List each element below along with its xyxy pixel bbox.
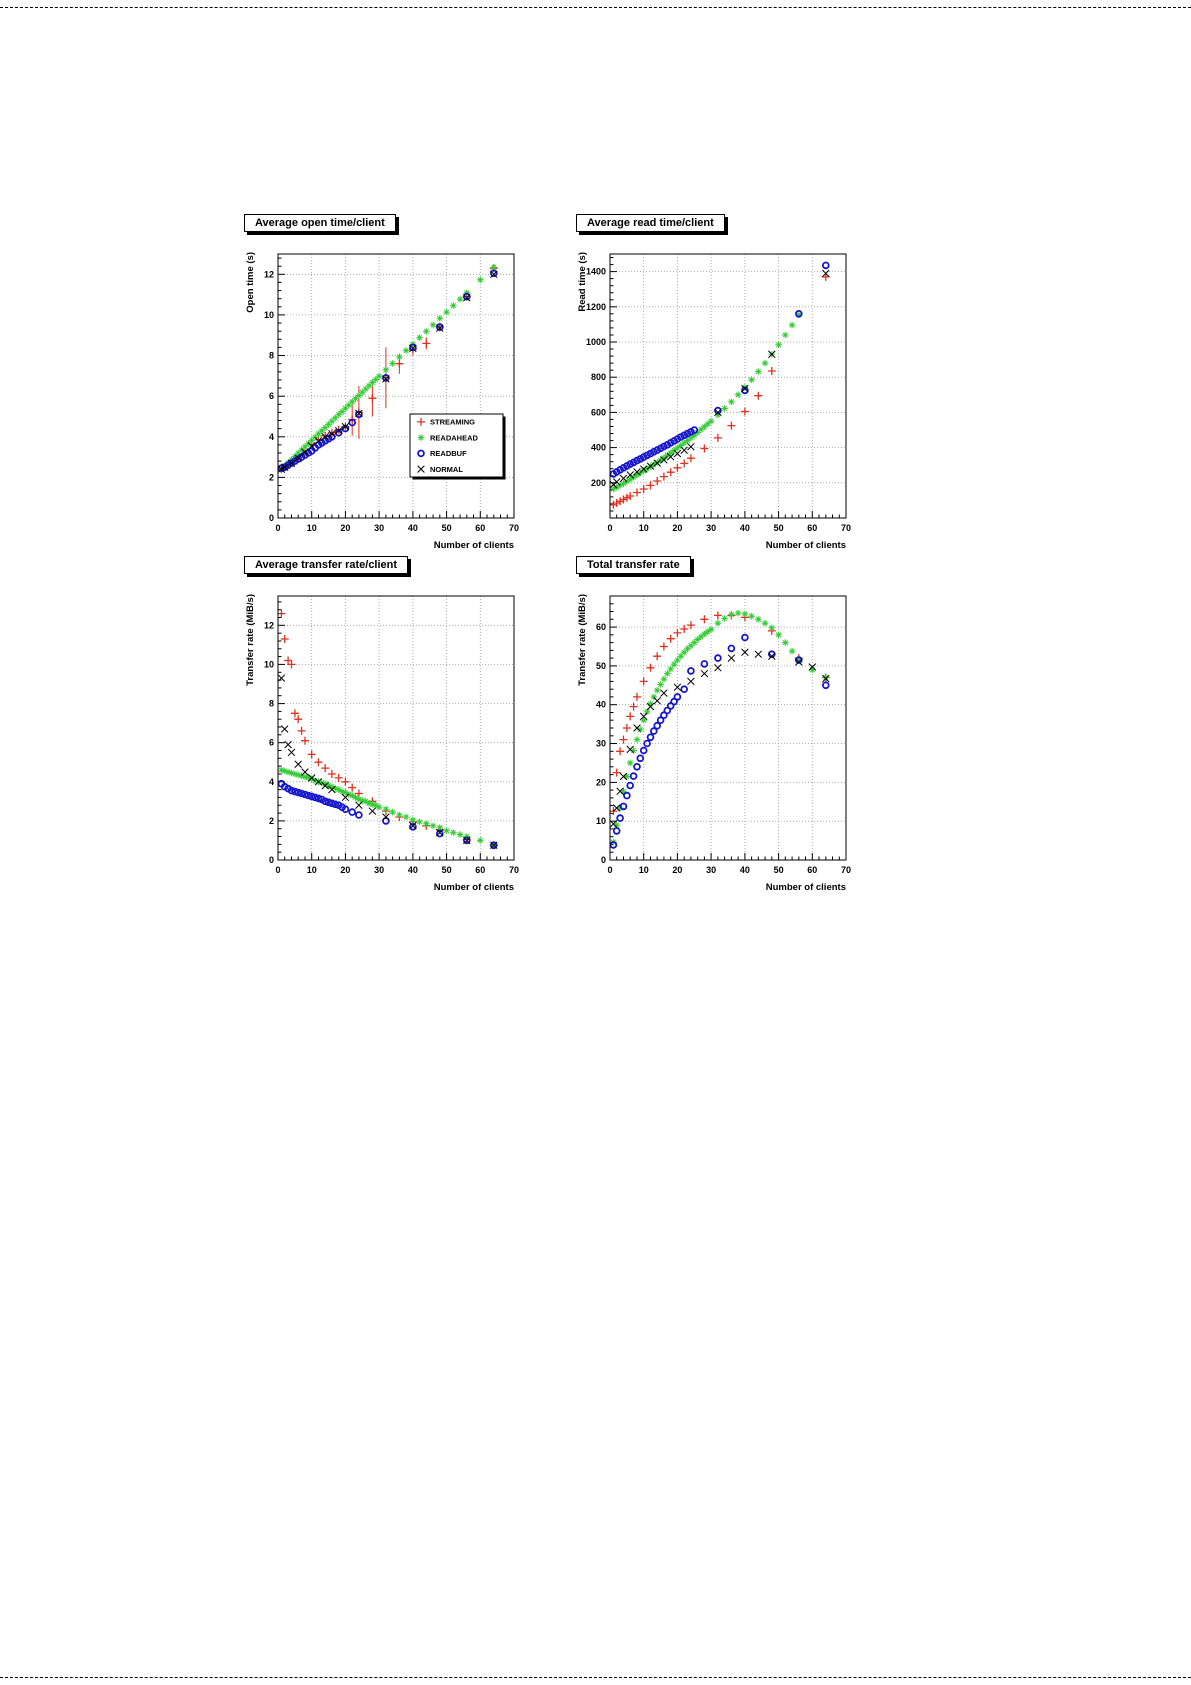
- svg-text:600: 600: [591, 407, 606, 417]
- svg-text:30: 30: [596, 739, 606, 749]
- svg-text:50: 50: [442, 865, 452, 875]
- svg-text:70: 70: [509, 523, 519, 533]
- svg-text:800: 800: [591, 372, 606, 382]
- svg-text:50: 50: [774, 865, 784, 875]
- svg-text:10: 10: [596, 816, 606, 826]
- svg-text:0: 0: [275, 865, 280, 875]
- svg-text:60: 60: [596, 622, 606, 632]
- svg-text:2: 2: [269, 816, 274, 826]
- svg-text:4: 4: [269, 432, 274, 442]
- page-edge-marker-top: [0, 7, 1191, 8]
- svg-text:10: 10: [264, 659, 274, 669]
- svg-text:1200: 1200: [586, 302, 606, 312]
- svg-text:8: 8: [269, 699, 274, 709]
- svg-text:40: 40: [408, 523, 418, 533]
- svg-text:30: 30: [706, 865, 716, 875]
- svg-text:40: 40: [740, 523, 750, 533]
- svg-text:8: 8: [269, 351, 274, 361]
- svg-text:30: 30: [374, 865, 384, 875]
- svg-text:20: 20: [340, 865, 350, 875]
- panel-total-transfer-rate: Total transfer rate 0 10 20 30 40 50 60 70 0 10 20…: [574, 550, 856, 897]
- svg-text:4: 4: [269, 777, 274, 787]
- chart-title: Total transfer rate: [576, 556, 691, 574]
- svg-text:40: 40: [740, 865, 750, 875]
- chart-plot: 0 10 20 30 40 50 60 70 0 2 4 6 8 10 12 Number of client…: [245, 594, 519, 893]
- svg-text:70: 70: [841, 523, 851, 533]
- svg-text:0: 0: [269, 513, 274, 523]
- svg-text:200: 200: [591, 478, 606, 488]
- panel-average-transfer-rate: Average transfer rate/client 0 10 20 30 40 50…: [242, 550, 524, 897]
- svg-text:50: 50: [774, 523, 784, 533]
- svg-text:60: 60: [475, 865, 485, 875]
- svg-text:60: 60: [807, 865, 817, 875]
- svg-text:70: 70: [841, 865, 851, 875]
- svg-text:30: 30: [706, 523, 716, 533]
- svg-text:60: 60: [475, 523, 485, 533]
- svg-text:70: 70: [509, 865, 519, 875]
- svg-text:0: 0: [269, 855, 274, 865]
- panel-average-open-time: Average open time/client 0 10 20 30 40 50 60 70…: [242, 208, 524, 555]
- svg-text:40: 40: [408, 865, 418, 875]
- chart-plot: 0 10 20 30 40 50 60 70 0 10 20 30 40 50 60 Number of cl…: [577, 594, 851, 893]
- svg-text:10: 10: [307, 865, 317, 875]
- svg-text:Open time (s): Open time (s): [245, 252, 256, 313]
- svg-text:10: 10: [307, 523, 317, 533]
- svg-text:6: 6: [269, 738, 274, 748]
- svg-text:0: 0: [601, 855, 606, 865]
- svg-text:6: 6: [269, 391, 274, 401]
- svg-text:Read time (s): Read time (s): [577, 252, 588, 312]
- svg-text:Number of clients: Number of clients: [766, 882, 846, 893]
- svg-text:READAHEAD: READAHEAD: [430, 433, 479, 442]
- panel-average-read-time: Average read time/client 0 10 20 30 40 50 60 70…: [574, 208, 856, 555]
- svg-text:2: 2: [269, 472, 274, 482]
- chart-title: Average read time/client: [576, 214, 725, 232]
- page-edge-marker-bottom: [0, 1677, 1191, 1678]
- svg-text:10: 10: [639, 523, 649, 533]
- svg-text:0: 0: [607, 523, 612, 533]
- svg-text:Number of clients: Number of clients: [434, 882, 514, 893]
- svg-text:400: 400: [591, 443, 606, 453]
- chart-title: Average transfer rate/client: [244, 556, 409, 574]
- svg-text:STREAMING: STREAMING: [430, 418, 475, 427]
- svg-text:0: 0: [275, 523, 280, 533]
- svg-text:1400: 1400: [586, 267, 606, 277]
- svg-text:Transfer rate (MiB/s): Transfer rate (MiB/s): [245, 594, 256, 686]
- svg-text:50: 50: [596, 661, 606, 671]
- chart-title: Average open time/client: [244, 214, 396, 232]
- svg-text:20: 20: [672, 523, 682, 533]
- svg-text:1000: 1000: [586, 337, 606, 347]
- svg-text:Transfer rate (MiB/s): Transfer rate (MiB/s): [577, 594, 588, 686]
- svg-text:Number of clients: Number of clients: [434, 540, 514, 551]
- svg-text:READBUF: READBUF: [430, 449, 467, 458]
- svg-text:12: 12: [264, 620, 274, 630]
- svg-text:40: 40: [596, 700, 606, 710]
- svg-text:50: 50: [442, 523, 452, 533]
- svg-text:0: 0: [607, 865, 612, 875]
- svg-text:20: 20: [340, 523, 350, 533]
- svg-text:20: 20: [672, 865, 682, 875]
- svg-text:10: 10: [264, 310, 274, 320]
- svg-text:Number of clients: Number of clients: [766, 540, 846, 551]
- svg-text:12: 12: [264, 269, 274, 279]
- chart-plot: 0 10 20 30 40 50 60 70 0 2 4 6 8 10 12 Number of client…: [245, 252, 519, 551]
- svg-text:30: 30: [374, 523, 384, 533]
- svg-text:60: 60: [807, 523, 817, 533]
- chart-plot: 0 10 20 30 40 50 60 70 200 400 600 800 1000 1200 1400 N…: [577, 252, 851, 551]
- svg-text:20: 20: [596, 777, 606, 787]
- svg-text:NORMAL: NORMAL: [430, 465, 463, 474]
- svg-text:10: 10: [639, 865, 649, 875]
